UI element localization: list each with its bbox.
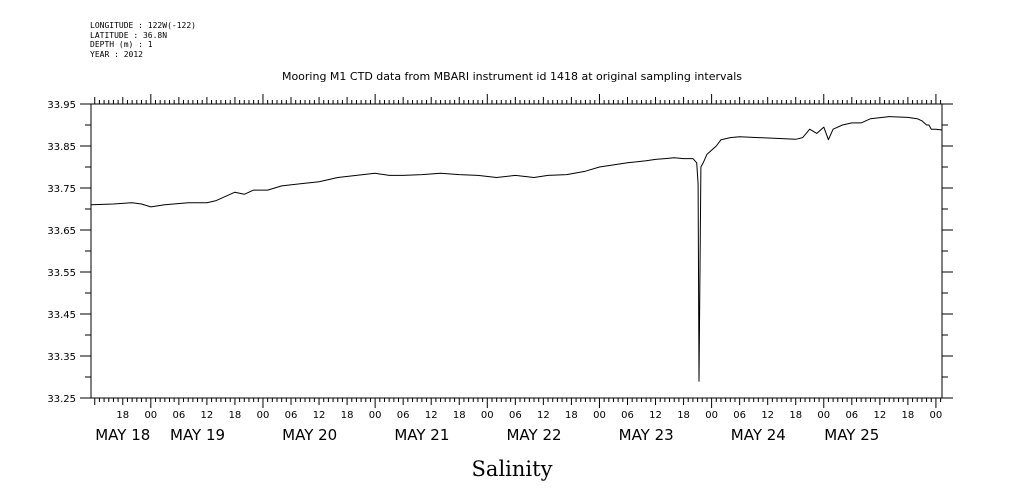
x-hour-label: 18 [677, 410, 690, 421]
x-hour-label: 12 [201, 410, 214, 421]
series-layer [90, 116, 943, 382]
dataset-metadata: LONGITUDE : 122W(-122) LATITUDE : 36.8N … [90, 21, 196, 59]
x-hour-label: 00 [257, 410, 270, 421]
depth-label: DEPTH (m) : 1 [90, 40, 153, 49]
chart-title: Mooring M1 CTD data from MBARI instrumen… [282, 70, 742, 83]
x-hour-label: 00 [481, 410, 494, 421]
x-hour-label: 18 [453, 410, 466, 421]
x-hour-label: 06 [285, 410, 298, 421]
x-day-label: MAY 19 [170, 426, 225, 444]
x-hour-label: 12 [313, 410, 326, 421]
y-tick-label: 33.85 [47, 142, 76, 153]
x-hour-label: 06 [845, 410, 858, 421]
x-hour-label: 18 [341, 410, 354, 421]
x-day-label: MAY 20 [282, 426, 337, 444]
x-hour-label: 12 [537, 410, 550, 421]
year-label: YEAR : 2012 [90, 49, 143, 59]
x-axis-label: Salinity [472, 457, 553, 481]
x-hour-label: 06 [621, 410, 634, 421]
y-tick-label: 33.25 [47, 394, 76, 405]
x-hour-label: 12 [649, 410, 662, 421]
x-hour-label: 18 [565, 410, 578, 421]
y-tick-label: 33.45 [47, 310, 76, 321]
salinity-series-line [90, 116, 943, 382]
x-hour-label: 06 [172, 410, 185, 421]
x-hour-label: 00 [817, 410, 830, 421]
y-tick-label: 33.75 [47, 184, 76, 195]
x-day-label: MAY 24 [731, 426, 786, 444]
x-day-label: MAY 22 [506, 426, 561, 444]
x-hour-label: 12 [761, 410, 774, 421]
x-hour-label: 12 [873, 410, 886, 421]
x-hour-label: 18 [229, 410, 242, 421]
x-hour-label: 00 [930, 410, 943, 421]
x-day-label: MAY 21 [394, 426, 449, 444]
x-hour-label: 18 [116, 410, 129, 421]
x-hour-label: 00 [144, 410, 157, 421]
x-hour-label: 18 [902, 410, 915, 421]
y-axis: 33.95 33.85 33.75 33.65 33.55 33.45 33.35 33.25 [47, 100, 953, 405]
x-day-label: MAY 23 [619, 426, 674, 444]
x-hour-label: 18 [789, 410, 802, 421]
x-hour-label: 06 [509, 410, 522, 421]
y-tick-label: 33.55 [47, 268, 76, 279]
y-tick-label: 33.65 [47, 226, 76, 237]
x-hour-label: 00 [705, 410, 718, 421]
y-tick-label: 33.35 [47, 352, 76, 363]
longitude-label: LONGITUDE : 122W(-122) [90, 21, 196, 30]
x-hour-label: 00 [369, 410, 382, 421]
x-day-labels: MAY 18 MAY 19 MAY 20 MAY 21 MAY 22 MAY 23 MAY … [95, 426, 879, 444]
x-hour-labels: 18 00 06 12 18 00 06 12 18 00 06 12 18 00 06 12 18 00 06 12… [116, 410, 942, 421]
x-day-label: MAY 18 [95, 426, 150, 444]
latitude-label: LATITUDE : 36.8N [90, 30, 168, 40]
x-hour-label: 12 [425, 410, 438, 421]
y-tick-label: 33.95 [47, 100, 76, 111]
x-hour-label: 06 [733, 410, 746, 421]
x-day-label: MAY 25 [824, 426, 879, 444]
x-hour-label: 06 [397, 410, 410, 421]
x-axis [94, 94, 942, 408]
plot-frame [90, 103, 943, 399]
x-hour-label: 00 [593, 410, 606, 421]
